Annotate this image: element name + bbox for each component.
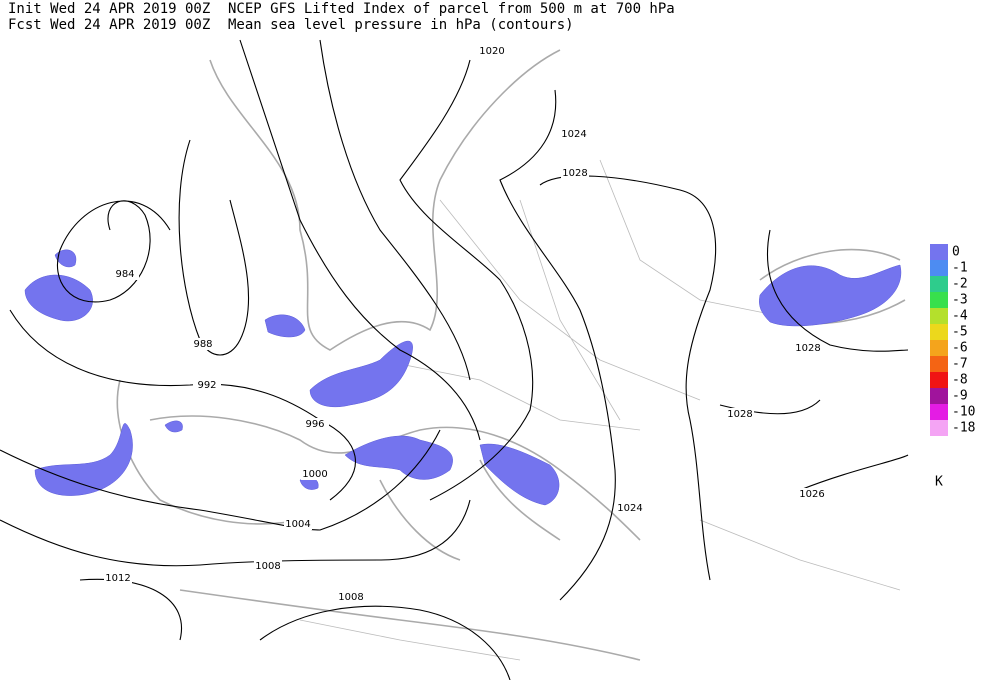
legend-swatch <box>930 388 948 404</box>
label-bg <box>284 518 312 530</box>
title-line: Mean sea level pressure in hPa (contours… <box>228 17 574 33</box>
contour-labels: 1020 1024 1028 984 988 992 996 1000 1004 1008 1012… <box>104 45 826 603</box>
label-bg <box>189 338 217 350</box>
label-bg <box>111 268 139 280</box>
contour-label: 1026 <box>799 489 824 500</box>
legend-swatch <box>930 308 948 324</box>
contour-label: 1020 <box>479 46 504 57</box>
title-line: NCEP GFS Lifted Index of parcel from 500… <box>228 1 675 17</box>
contour-label: 984 <box>115 269 134 280</box>
contour-label: 992 <box>197 380 216 391</box>
label-bg <box>478 45 506 57</box>
contour-label: 996 <box>305 419 324 430</box>
label-bg <box>726 408 754 420</box>
contour-label: 1024 <box>617 503 642 514</box>
legend-swatch <box>930 324 948 340</box>
coastlines <box>116 49 906 661</box>
contour-label: 1028 <box>562 168 587 179</box>
label-bg <box>193 379 221 391</box>
label-bg <box>616 502 644 514</box>
legend-swatch <box>930 260 948 276</box>
legend-label: -6 <box>952 341 968 356</box>
legend-label: -4 <box>952 309 968 324</box>
label-bg <box>337 591 365 603</box>
legend-label: -1 <box>952 261 968 276</box>
label-bg <box>798 488 826 500</box>
legend-label: 0 <box>952 245 960 260</box>
legend-label: -18 <box>952 421 975 436</box>
fcst-line: Fcst Wed 24 APR 2019 00Z <box>8 17 210 33</box>
legend-label: -3 <box>952 293 968 308</box>
legend-label: -2 <box>952 277 968 292</box>
contour-label: 1000 <box>302 469 327 480</box>
contour-label: 1012 <box>105 573 130 584</box>
legend-swatch <box>930 292 948 308</box>
borders <box>299 159 901 661</box>
legend: 0-1-2-3-4-5-6-7-8-9-10-18 K <box>930 244 975 490</box>
label-bg <box>254 560 282 572</box>
label-bg <box>561 167 589 179</box>
label-bg <box>104 572 132 584</box>
legend-label: -10 <box>952 405 975 420</box>
contour-label: 1004 <box>285 519 310 530</box>
contour-label: 1024 <box>561 129 586 140</box>
legend-label: -9 <box>952 389 968 404</box>
legend-label: -8 <box>952 373 968 388</box>
label-bg <box>560 128 588 140</box>
contour-label: 988 <box>193 339 212 350</box>
map <box>0 39 909 680</box>
init-line: Init Wed 24 APR 2019 00Z <box>8 1 210 17</box>
legend-swatch <box>930 244 948 260</box>
isobars <box>0 39 909 680</box>
legend-swatch <box>930 276 948 292</box>
contour-label: 1008 <box>338 592 363 603</box>
legend-swatch <box>930 404 948 420</box>
instability-areas <box>24 249 902 506</box>
legend-label: -5 <box>952 325 968 340</box>
legend-label: -7 <box>952 357 968 372</box>
contour-label: 1028 <box>795 343 820 354</box>
label-bg <box>301 418 329 430</box>
contour-label: 1008 <box>255 561 280 572</box>
legend-swatch <box>930 420 948 436</box>
legend-unit: K <box>935 475 943 490</box>
label-bg <box>794 342 822 354</box>
legend-swatch <box>930 372 948 388</box>
legend-swatch <box>930 356 948 372</box>
label-bg <box>301 468 329 480</box>
legend-swatch <box>930 340 948 356</box>
contour-label: 1028 <box>727 409 752 420</box>
